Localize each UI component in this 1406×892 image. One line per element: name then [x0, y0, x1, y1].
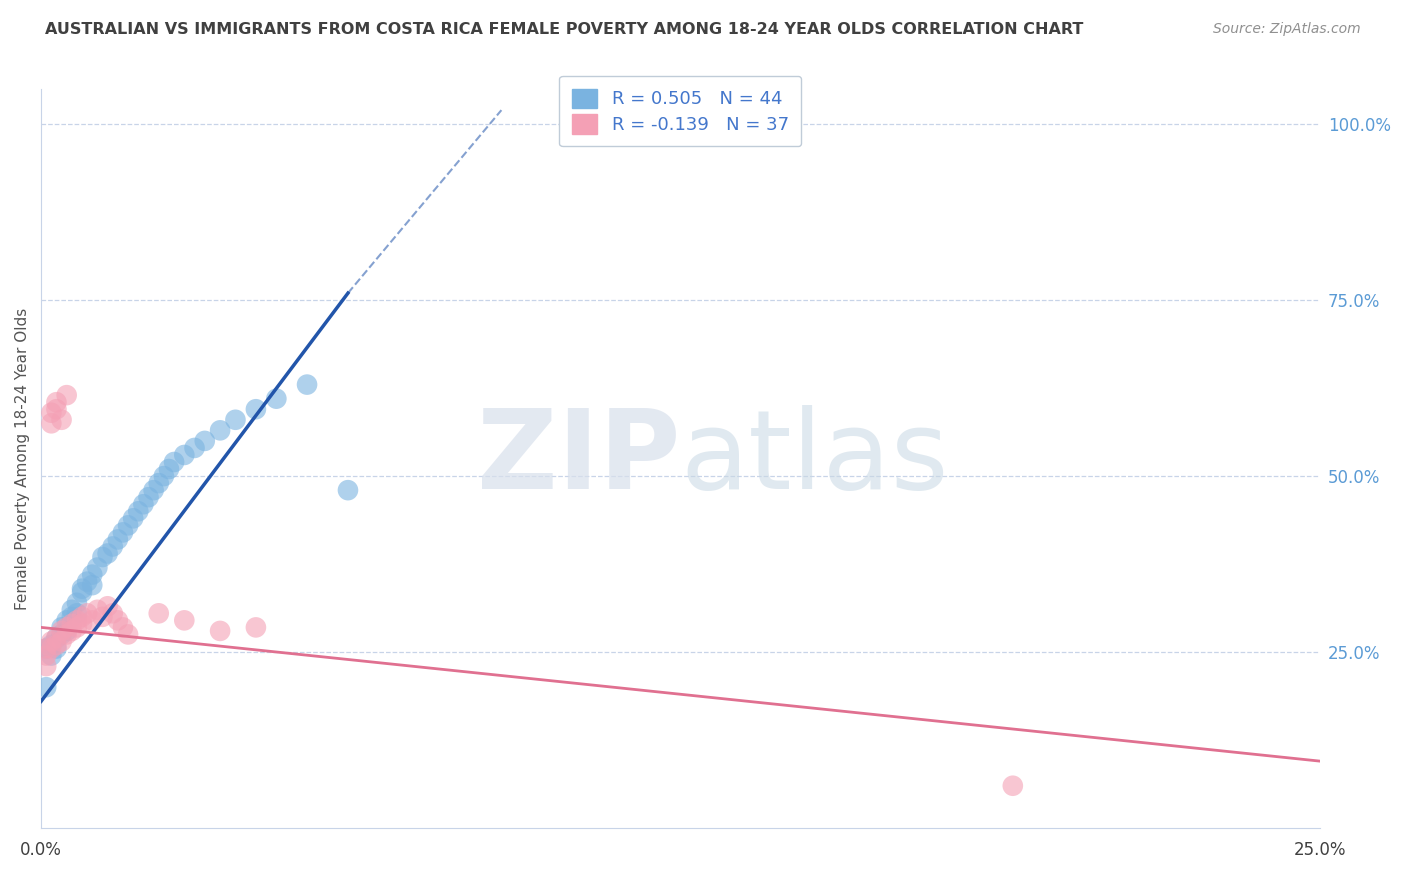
Point: [41, 406, 63, 420]
Point: [107, 533, 129, 547]
Point: [55, 624, 77, 638]
Point: [82, 567, 104, 582]
Point: [41, 648, 63, 663]
Point: [336, 483, 359, 498]
Point: [97, 599, 120, 614]
Point: [86, 560, 108, 574]
Point: [70, 585, 93, 599]
Point: [97, 547, 120, 561]
Point: [55, 627, 77, 641]
Point: [51, 413, 73, 427]
Point: [45, 638, 67, 652]
Point: [41, 417, 63, 431]
Point: [122, 511, 145, 525]
Point: [35, 641, 58, 656]
Point: [51, 624, 73, 638]
Point: [1001, 779, 1024, 793]
Point: [45, 631, 67, 645]
Point: [51, 627, 73, 641]
Point: [51, 620, 73, 634]
Point: [101, 607, 124, 621]
Point: [45, 641, 67, 656]
Point: [70, 616, 93, 631]
Point: [60, 603, 83, 617]
Point: [45, 402, 67, 417]
Point: [194, 434, 217, 448]
Point: [266, 392, 288, 406]
Text: ZIP: ZIP: [477, 405, 681, 512]
Point: [35, 659, 58, 673]
Point: [41, 634, 63, 648]
Point: [55, 620, 77, 634]
Point: [148, 476, 170, 491]
Point: [82, 613, 104, 627]
Point: [86, 603, 108, 617]
Point: [55, 613, 77, 627]
Point: [41, 641, 63, 656]
Point: [127, 504, 149, 518]
Point: [70, 582, 93, 596]
Point: [45, 631, 67, 645]
Point: [66, 613, 89, 627]
Point: [111, 525, 134, 540]
Point: [142, 483, 165, 498]
Point: [76, 607, 98, 621]
Point: [153, 469, 176, 483]
Text: AUSTRALIAN VS IMMIGRANTS FROM COSTA RICA FEMALE POVERTY AMONG 18-24 YEAR OLDS CO: AUSTRALIAN VS IMMIGRANTS FROM COSTA RICA…: [45, 22, 1084, 37]
Point: [245, 402, 267, 417]
Point: [295, 377, 318, 392]
Point: [91, 549, 114, 564]
Point: [209, 624, 232, 638]
Point: [41, 638, 63, 652]
Point: [66, 596, 89, 610]
Point: [66, 607, 89, 621]
Point: [173, 613, 195, 627]
Point: [209, 423, 232, 437]
Point: [157, 462, 180, 476]
Point: [35, 641, 58, 656]
Point: [82, 578, 104, 592]
Point: [163, 455, 186, 469]
Point: [35, 648, 58, 663]
Point: [60, 616, 83, 631]
Point: [70, 610, 93, 624]
Point: [117, 627, 139, 641]
Point: [35, 680, 58, 694]
Point: [55, 388, 77, 402]
Point: [91, 610, 114, 624]
Point: [76, 574, 98, 589]
Text: atlas: atlas: [681, 405, 949, 512]
Point: [148, 607, 170, 621]
Legend: R = 0.505   N = 44, R = -0.139   N = 37: R = 0.505 N = 44, R = -0.139 N = 37: [560, 76, 801, 146]
Point: [60, 624, 83, 638]
Point: [117, 518, 139, 533]
Point: [101, 540, 124, 554]
Point: [132, 497, 155, 511]
Point: [45, 395, 67, 409]
Point: [60, 610, 83, 624]
Point: [224, 413, 246, 427]
Text: Source: ZipAtlas.com: Source: ZipAtlas.com: [1213, 22, 1361, 37]
Point: [66, 620, 89, 634]
Point: [173, 448, 195, 462]
Point: [111, 620, 134, 634]
Point: [107, 613, 129, 627]
Point: [138, 490, 160, 504]
Point: [51, 634, 73, 648]
Point: [183, 441, 205, 455]
Point: [245, 620, 267, 634]
Y-axis label: Female Poverty Among 18-24 Year Olds: Female Poverty Among 18-24 Year Olds: [15, 308, 30, 609]
